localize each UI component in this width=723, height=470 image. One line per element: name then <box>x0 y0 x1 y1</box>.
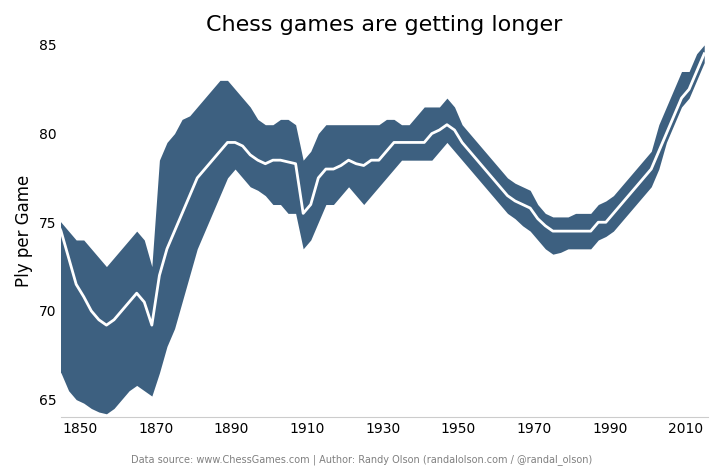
Y-axis label: Ply per Game: Ply per Game <box>15 175 33 287</box>
Title: Chess games are getting longer: Chess games are getting longer <box>206 15 562 35</box>
Text: Data source: www.ChessGames.com | Author: Randy Olson (randalolson.com / @randal: Data source: www.ChessGames.com | Author… <box>131 454 592 465</box>
